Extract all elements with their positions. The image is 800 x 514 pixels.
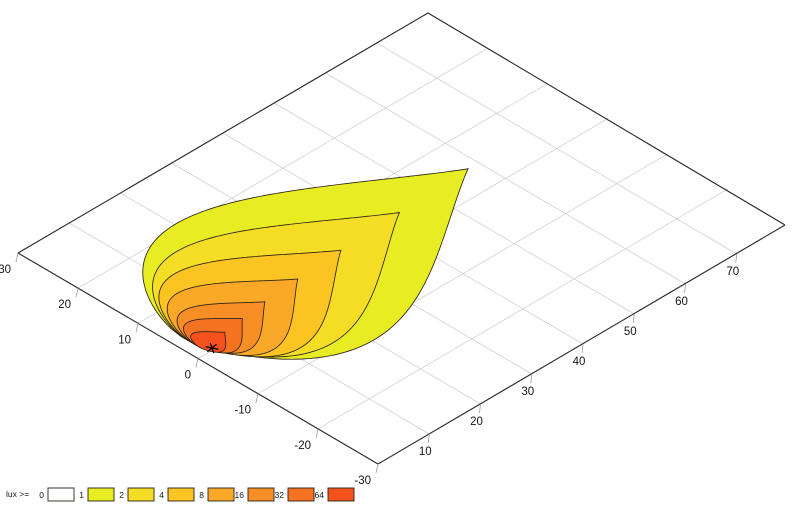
axis-edge-back-right	[427, 12, 786, 226]
axis-edge-front-right	[377, 224, 786, 465]
legend-value: 4	[159, 490, 164, 500]
tick-label-x: 50	[624, 326, 637, 338]
axis-edge-back-left	[17, 12, 429, 254]
legend-swatch	[87, 487, 115, 502]
contour-bands	[142, 168, 469, 360]
tick-mark-y	[135, 323, 139, 333]
legend-title: lux >=	[6, 489, 29, 499]
tick-label-x: 60	[675, 296, 688, 308]
tick-mark-x	[684, 283, 686, 294]
legend-value: 0	[39, 490, 44, 500]
star-ray	[207, 343, 217, 353]
legend: lux >= 0 1 2 4 8 16 32 64	[6, 487, 355, 502]
tick-mark-y	[255, 393, 259, 403]
tick-label-x: 10	[419, 446, 432, 458]
grid-line-y	[77, 47, 489, 289]
legend-value: 64	[315, 490, 325, 500]
tick-label-y: -10	[234, 405, 251, 417]
tick-mark-x	[479, 403, 481, 414]
tick-label-x: 20	[470, 416, 483, 428]
tick-label-y: -30	[354, 475, 371, 487]
tick-mark-x	[735, 253, 738, 264]
tick-mark-x	[427, 433, 430, 444]
legend-swatch	[127, 487, 155, 502]
tick-mark-x	[581, 343, 584, 354]
tick-label-y: 30	[0, 264, 11, 276]
tick-label-x: 30	[521, 386, 534, 398]
grid-line-y	[317, 188, 729, 430]
tick-mark-y	[195, 358, 199, 368]
tick-mark-x	[530, 373, 533, 384]
tick-mark-y	[315, 428, 319, 438]
tick-mark-y	[375, 463, 379, 474]
legend-value: 2	[119, 490, 124, 500]
source-position-star	[205, 342, 219, 354]
tick-mark-y	[75, 288, 79, 298]
legend-value: 1	[79, 490, 84, 500]
tick-label-y: 0	[185, 370, 191, 382]
axis-ticks: 30 20 10 0 -10 -20 -30 10 20 30 40 50 60 70	[0, 252, 739, 487]
contour-band-level-64	[190, 331, 227, 353]
legend-value: 16	[235, 490, 245, 500]
tick-label-y: 20	[58, 299, 71, 311]
legend-value: 8	[199, 490, 204, 500]
legend-value: 32	[275, 490, 285, 500]
tick-label-x: 40	[573, 356, 586, 368]
tick-mark-x	[632, 313, 635, 324]
legend-swatch	[327, 487, 355, 502]
legend-swatch	[247, 487, 275, 502]
tick-label-y: -20	[294, 440, 311, 452]
tick-label-y: 10	[118, 334, 131, 346]
legend-swatch	[287, 487, 315, 502]
legend-swatch	[167, 487, 195, 502]
tick-label-x: 70	[726, 266, 739, 278]
tick-mark-y	[15, 252, 19, 263]
legend-swatch	[47, 487, 75, 502]
legend-swatch	[207, 487, 235, 502]
